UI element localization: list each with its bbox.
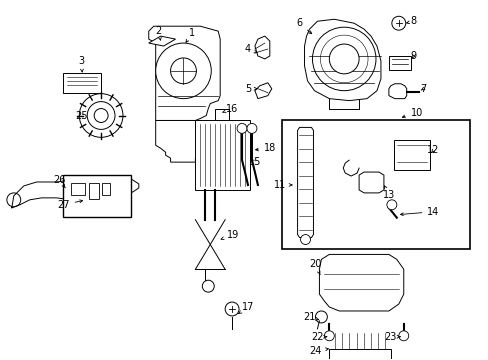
- Circle shape: [328, 44, 358, 74]
- Polygon shape: [254, 83, 271, 99]
- Bar: [215, 109, 229, 121]
- Bar: [388, 56, 410, 70]
- Polygon shape: [254, 36, 269, 59]
- Circle shape: [312, 27, 375, 91]
- Circle shape: [324, 331, 334, 341]
- Text: 14: 14: [400, 207, 439, 217]
- Text: 8: 8: [406, 16, 416, 26]
- Text: 10: 10: [402, 108, 422, 118]
- Circle shape: [94, 109, 108, 122]
- Text: 23: 23: [384, 332, 399, 342]
- Text: 6: 6: [296, 18, 311, 34]
- Text: 26: 26: [53, 175, 65, 188]
- Text: 7: 7: [420, 84, 426, 94]
- Text: 12: 12: [427, 145, 439, 155]
- Text: 9: 9: [410, 51, 416, 61]
- Circle shape: [386, 200, 396, 210]
- Text: 3: 3: [78, 56, 84, 72]
- Text: 1: 1: [185, 28, 195, 42]
- Text: 20: 20: [308, 259, 321, 275]
- Circle shape: [398, 331, 408, 341]
- Circle shape: [224, 302, 239, 316]
- Text: 24: 24: [308, 346, 328, 356]
- Circle shape: [391, 16, 405, 30]
- Bar: [71, 183, 85, 195]
- Polygon shape: [148, 26, 220, 121]
- Bar: [89, 183, 99, 199]
- Bar: [63, 73, 101, 93]
- Text: 13: 13: [382, 186, 394, 200]
- Circle shape: [315, 311, 326, 323]
- Text: 4: 4: [244, 44, 257, 54]
- Bar: [195, 121, 249, 190]
- Bar: [328, 349, 390, 360]
- Polygon shape: [358, 172, 383, 193]
- Text: 21: 21: [303, 312, 318, 322]
- Text: 15: 15: [248, 157, 261, 167]
- Circle shape: [246, 123, 256, 133]
- Polygon shape: [388, 84, 406, 99]
- Text: 25: 25: [75, 111, 87, 121]
- Polygon shape: [148, 36, 175, 46]
- Text: 19: 19: [221, 230, 239, 239]
- Text: 18: 18: [255, 143, 275, 153]
- Text: 5: 5: [244, 84, 257, 94]
- Circle shape: [155, 43, 211, 99]
- Bar: [102, 183, 110, 195]
- Polygon shape: [297, 127, 313, 238]
- Text: 22: 22: [310, 332, 326, 342]
- Bar: [281, 121, 469, 249]
- Polygon shape: [155, 121, 200, 162]
- Text: 11: 11: [273, 180, 291, 190]
- Polygon shape: [319, 255, 403, 311]
- Text: 17: 17: [238, 302, 254, 314]
- Circle shape: [202, 280, 214, 292]
- Polygon shape: [304, 19, 380, 100]
- Circle shape: [170, 58, 196, 84]
- Bar: [63, 175, 131, 217]
- Circle shape: [237, 123, 246, 133]
- Text: 2: 2: [155, 26, 162, 40]
- Text: 16: 16: [223, 104, 238, 113]
- Circle shape: [79, 94, 122, 137]
- Circle shape: [300, 235, 310, 244]
- Bar: [393, 140, 428, 170]
- Text: 27: 27: [57, 200, 82, 210]
- Circle shape: [87, 102, 115, 129]
